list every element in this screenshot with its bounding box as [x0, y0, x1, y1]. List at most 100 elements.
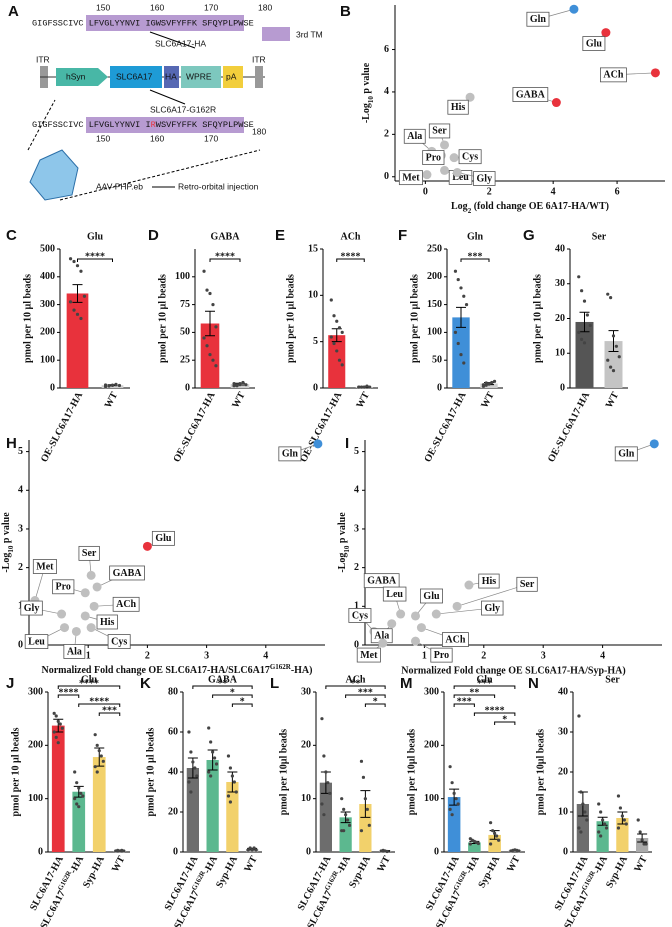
data-point	[337, 326, 342, 330]
bar	[452, 317, 470, 388]
y-tick-label: 100	[40, 354, 55, 365]
y-tick-label: 20	[168, 806, 178, 817]
data-point	[465, 92, 475, 102]
data-point	[464, 303, 469, 307]
data-point	[453, 269, 458, 273]
data-point	[214, 762, 219, 766]
panel-letter: E	[275, 227, 285, 244]
panel-letter: C	[6, 227, 17, 244]
route-label: Retro-orbital injection	[178, 181, 259, 191]
sig-label: ***	[102, 705, 117, 716]
sig-label: *	[502, 714, 507, 725]
data-point	[580, 289, 584, 293]
data-point	[117, 383, 122, 388]
y-tick-label: 15	[308, 243, 318, 254]
data-point	[422, 170, 432, 180]
label-box	[20, 600, 43, 616]
error-bar	[205, 310, 215, 337]
data-point	[604, 826, 609, 830]
position-number: 160	[150, 2, 164, 12]
x-tick-label: WT	[604, 390, 622, 410]
data-point	[410, 636, 420, 646]
data-point	[440, 165, 450, 175]
sig-label: ****	[485, 705, 505, 716]
sig-bracket	[460, 258, 490, 262]
data-point	[597, 802, 601, 806]
panel-letter: I	[345, 435, 349, 452]
data-point	[378, 638, 388, 648]
label-box	[278, 446, 302, 462]
y-axis-label: -Log10 p value	[337, 512, 350, 573]
data-point	[95, 770, 99, 774]
data-point	[54, 735, 58, 739]
data-point	[244, 383, 248, 387]
data-point	[57, 609, 67, 619]
label-box	[52, 579, 75, 595]
label-box	[24, 634, 49, 649]
error-bar	[608, 330, 619, 353]
point-label: Ala	[407, 131, 422, 142]
bar	[480, 383, 498, 388]
sig-bracket	[231, 703, 253, 707]
data-point	[577, 714, 581, 718]
sequence-part: GIGFSSCIVC LFVGLYYNVI I	[32, 120, 151, 130]
data-point	[622, 818, 626, 822]
label-box	[442, 632, 469, 647]
sig-bracket	[345, 694, 386, 698]
element-label: ITR	[36, 54, 50, 64]
y-tick-label: 0	[306, 846, 311, 857]
y-tick-label: 2	[18, 562, 23, 573]
data-point	[189, 790, 193, 794]
sig-label: ****	[215, 251, 235, 262]
error-bar	[360, 790, 371, 818]
y-tick-label: 50	[432, 354, 442, 365]
data-point	[77, 805, 81, 809]
point-label: Pro	[426, 152, 441, 163]
data-point	[208, 353, 212, 357]
y-tick-label: 4	[354, 485, 359, 496]
data-point	[449, 153, 459, 163]
label-box	[430, 647, 453, 663]
data-point	[228, 800, 233, 804]
data-point	[75, 802, 79, 806]
y-tick-label: 60	[168, 726, 178, 737]
data-point	[252, 846, 256, 850]
sequence: GIGFSSCIVC LFVGLYYNVI IRWSVFYFFK SFQYPLP…	[32, 120, 254, 130]
data-point	[495, 834, 499, 838]
data-point	[52, 711, 56, 715]
data-point	[226, 794, 231, 798]
sig-label: ****	[89, 696, 109, 707]
x-axis-label: Normalized Fold change OE SLC6A17-HA/Syp…	[401, 665, 625, 676]
point-label: Leu	[452, 172, 469, 183]
label-part: -Log	[1, 553, 12, 573]
construct-label: SLC6A17-HA	[155, 38, 206, 48]
data-point	[359, 759, 364, 763]
data-point	[332, 314, 336, 318]
panel-letter: N	[528, 675, 539, 692]
construct-label: SLC6A17-G162R	[150, 104, 216, 114]
x-tick-label: 4	[600, 650, 605, 661]
data-point	[476, 841, 480, 846]
data-point	[75, 312, 80, 316]
data-point	[577, 330, 581, 334]
point-label: Cys	[462, 151, 478, 162]
data-point	[387, 619, 397, 629]
chart-title: ACh	[345, 674, 365, 685]
data-point	[71, 626, 81, 636]
data-point	[365, 807, 369, 811]
error-bar	[72, 284, 83, 303]
data-point	[569, 4, 579, 14]
y-tick-label: 80	[168, 686, 178, 697]
y-tick-label: 4	[18, 485, 23, 496]
data-point	[207, 770, 211, 774]
vector-label: AAV-PHP.eb	[96, 181, 143, 191]
pa	[223, 66, 243, 88]
error-bar	[456, 306, 466, 328]
panel-letter: K	[140, 675, 151, 692]
y-axis-label: pmol per 10 µl beads	[145, 727, 156, 816]
data-point	[75, 264, 80, 268]
data-point	[456, 277, 460, 282]
data-point	[582, 341, 587, 345]
data-point	[636, 818, 640, 822]
label-box	[473, 171, 496, 186]
